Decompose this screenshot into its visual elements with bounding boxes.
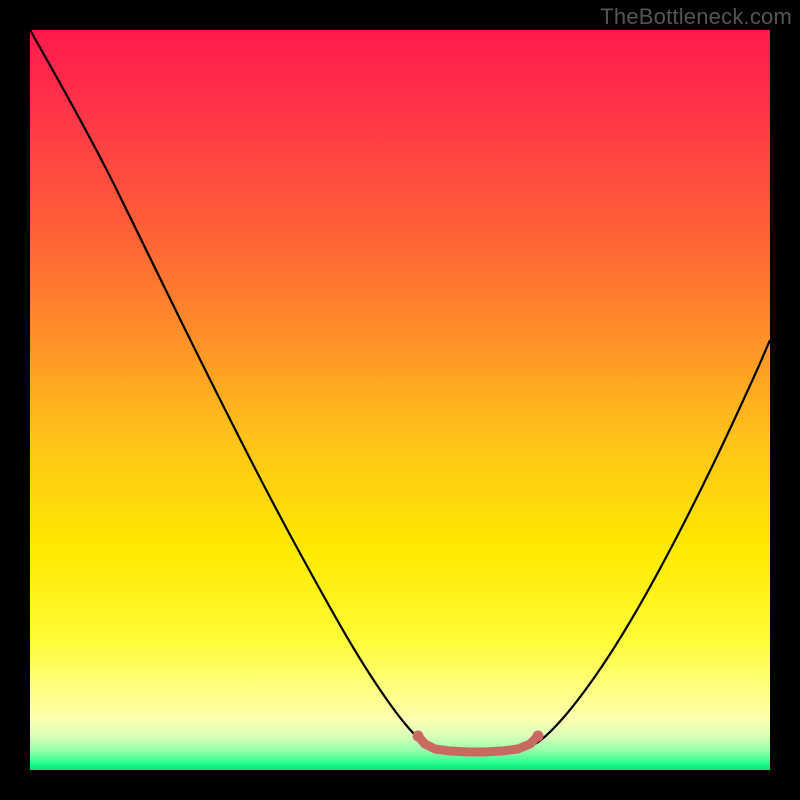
marker-end-dot <box>413 731 424 742</box>
marker-end-dot <box>533 731 544 742</box>
chart-container: TheBottleneck.com <box>0 0 800 800</box>
plot-background-gradient <box>30 30 770 770</box>
bottleneck-chart <box>0 0 800 800</box>
watermark-text: TheBottleneck.com <box>600 4 792 30</box>
